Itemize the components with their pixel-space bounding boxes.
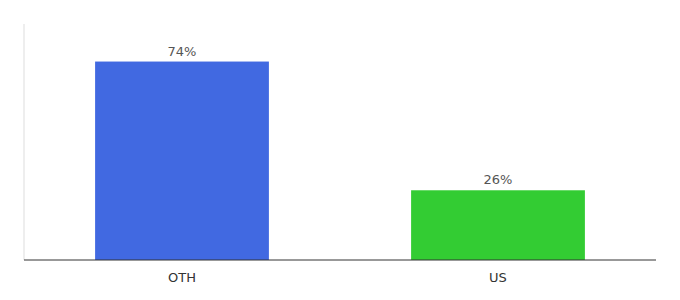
bars — [95, 62, 585, 260]
y-range-line — [24, 24, 25, 260]
chart-container: 74% 26% OTH US — [0, 0, 680, 300]
plot-area: 74% 26% OTH US — [24, 24, 656, 285]
bar — [95, 62, 269, 260]
x-tick-label: US — [489, 270, 507, 285]
x-tick-label: OTH — [168, 270, 196, 285]
bar — [411, 190, 585, 260]
data-label: 26% — [484, 172, 513, 187]
chart-svg: 74% 26% OTH US — [0, 0, 680, 300]
x-axis-line — [24, 260, 656, 261]
data-label: 74% — [168, 44, 197, 59]
